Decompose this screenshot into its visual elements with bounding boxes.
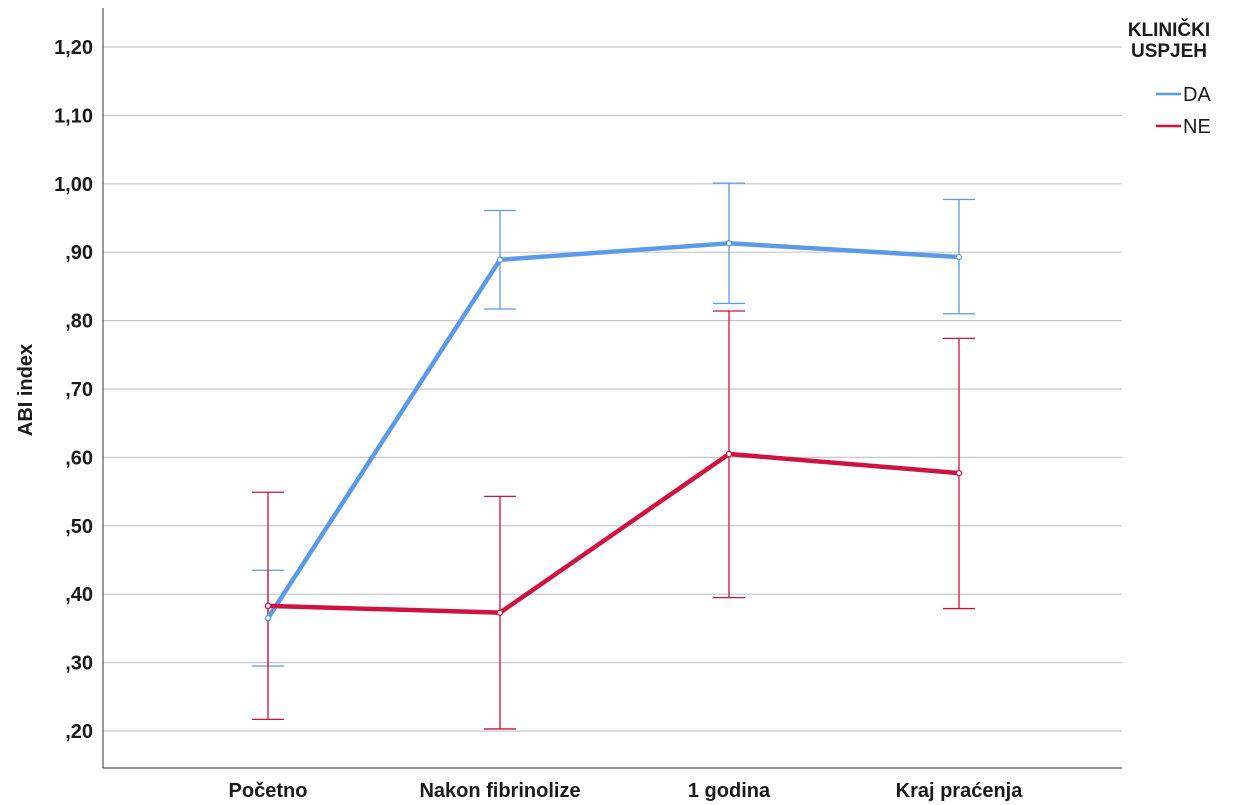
y-tick-label: 1,20 [54,37,93,59]
y-tick-label: ,90 [65,242,93,264]
data-point [264,614,272,622]
y-axis-title: ABI index [15,344,37,436]
legend-label: DA [1183,84,1211,106]
y-tick-label: ,30 [65,653,93,675]
x-tick-label: 1 godina [688,780,771,802]
y-tick-label: ,60 [65,447,93,469]
data-point [496,256,504,263]
data-point [264,602,272,610]
axes [102,8,1122,769]
data-point [725,240,733,247]
x-tick-label: Početno [229,780,308,802]
data-points [264,240,963,622]
legend-title: USPJEH [1131,41,1207,62]
grid-lines [103,46,1122,732]
data-point [955,253,963,261]
y-tick-label: ,50 [65,516,93,538]
y-tick-label: ,80 [65,311,93,333]
legend-title: KLINIČKI [1128,19,1210,41]
y-tick-label: 1,10 [54,105,93,127]
data-point [496,609,504,616]
series-line-ne [265,451,962,615]
y-tick-label: ,70 [65,379,93,401]
x-tick-labels: Početno Nakon fibrinolize 1 godina Kraj pra… [229,780,1024,802]
series-line-da [265,241,962,621]
legend-label: NE [1183,116,1211,138]
x-tick-label: Nakon fibrinolize [419,780,580,802]
x-tick-label: Kraj praćenja [896,780,1024,802]
data-point [725,450,733,458]
y-tick-labels: ,20 ,30 ,40 ,50 ,60 ,70 ,80 ,90 1,00 1,10 1,20 [54,37,93,743]
y-tick-label: ,20 [65,721,93,743]
y-tick-label: ,40 [65,584,93,606]
series-lines [265,241,962,621]
y-tick-label: 1,00 [54,174,93,196]
error-bars [252,182,975,730]
data-point [955,469,963,477]
